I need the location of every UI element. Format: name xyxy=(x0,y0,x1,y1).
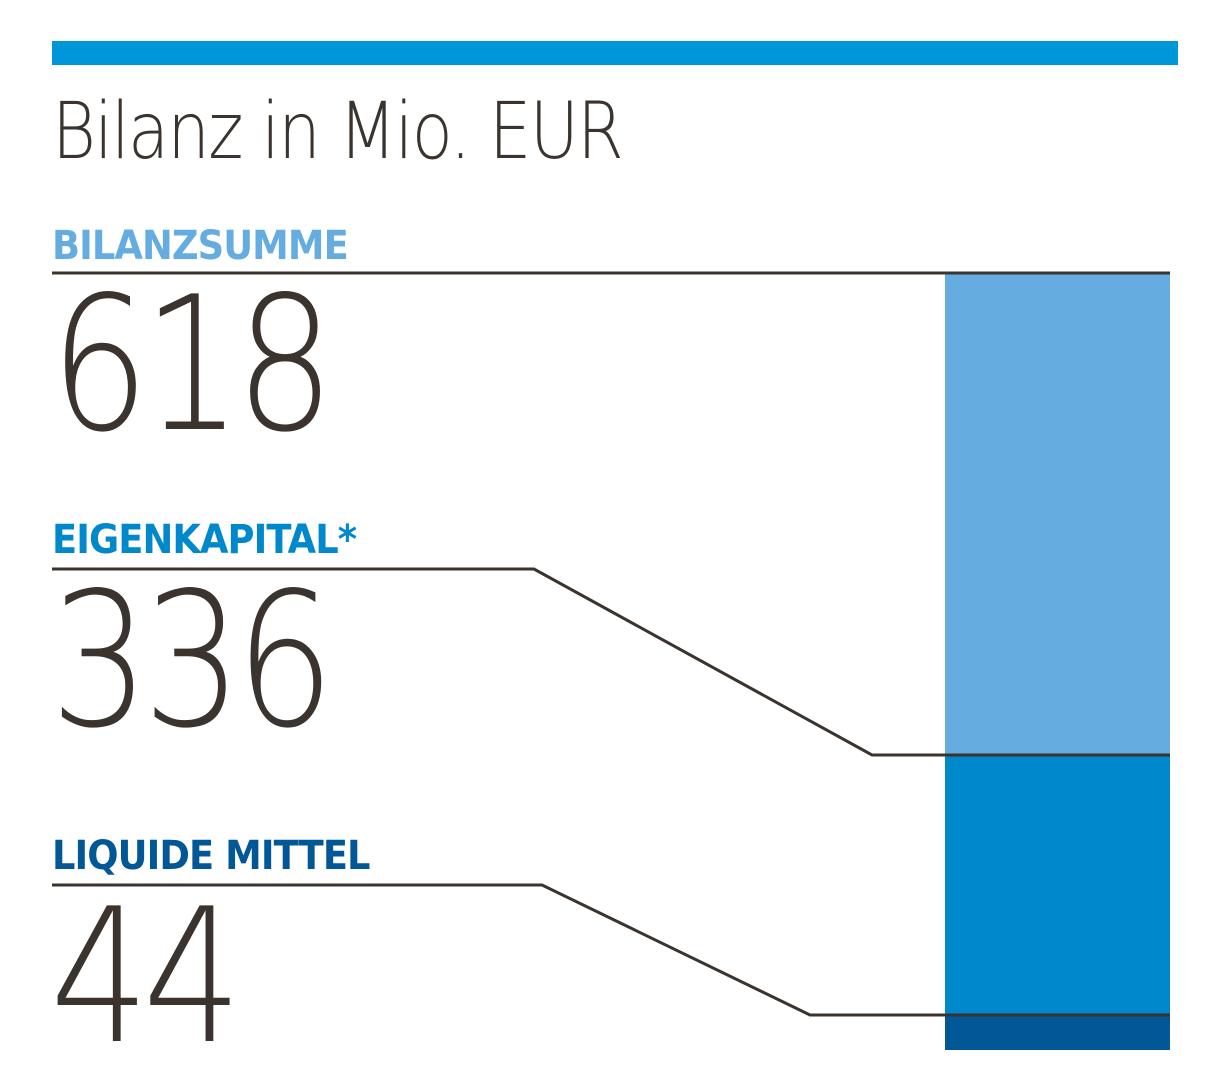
value-bilanzsumme: 618 xyxy=(50,256,335,473)
top-accent-bar xyxy=(52,41,1178,65)
leader-line-eigenkapital xyxy=(52,567,1170,757)
value-eigenkapital: 336 xyxy=(50,552,335,769)
bar-segment-liquide-mittel xyxy=(945,1015,1170,1050)
bar-segment-eigenkapital xyxy=(945,755,1170,1015)
label-bilanzsumme: BILANZSUMME xyxy=(52,223,349,269)
label-liquide-mittel: LIQUIDE MITTEL xyxy=(52,833,370,879)
value-liquide-mittel: 44 xyxy=(50,868,242,1085)
label-eigenkapital: EIGENKAPITAL* xyxy=(52,517,357,563)
leader-line-liquide-mittel xyxy=(52,883,1170,1017)
bar-segment-bilanzsumme xyxy=(945,273,1170,755)
chart-title: Bilanz in Mio. EUR xyxy=(52,87,624,177)
